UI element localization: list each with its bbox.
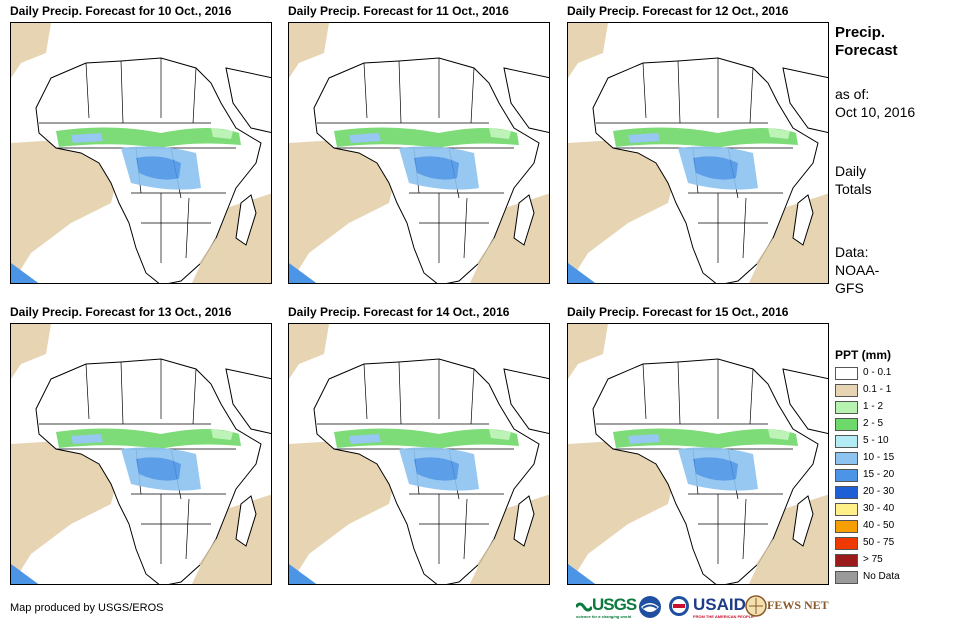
- noaa-logo: [638, 595, 662, 624]
- legend-swatch: [835, 520, 858, 533]
- legend-swatch: [835, 367, 858, 380]
- legend-swatch: [835, 469, 858, 482]
- legend-swatch: [835, 486, 858, 499]
- panel-3-map: [567, 22, 829, 284]
- legend-swatch: [835, 435, 858, 448]
- data-line2: NOAA-: [835, 262, 880, 278]
- totals-line2: Totals: [835, 181, 872, 197]
- data-line1: Data:: [835, 244, 869, 260]
- legend-swatch: [835, 401, 858, 414]
- panel-4-map: [10, 323, 272, 585]
- totals-block: Daily Totals: [835, 162, 872, 198]
- legend-label: 5 - 10: [863, 435, 889, 446]
- fews-globe-icon: [745, 595, 767, 617]
- africa-map-4: [11, 324, 271, 584]
- usgs-wave-icon: [576, 602, 592, 612]
- legend-label: > 75: [863, 554, 883, 565]
- panel-6-map: [567, 323, 829, 585]
- usaid-seal-logo: [668, 595, 690, 622]
- panel-3-title: Daily Precip. Forecast for 12 Oct., 2016: [567, 4, 789, 18]
- panel-5-map: [288, 323, 550, 585]
- usgs-tagline: science for a changing world: [576, 614, 632, 619]
- africa-map-6: [568, 324, 828, 584]
- legend-label: 0 - 0.1: [863, 367, 892, 378]
- data-source-block: Data: NOAA- GFS: [835, 243, 879, 297]
- legend-swatch: [835, 503, 858, 516]
- africa-map-2: [289, 23, 549, 283]
- legend-label: 50 - 75: [863, 537, 895, 548]
- totals-line1: Daily: [835, 163, 867, 179]
- as-of-block: as of: Oct 10, 2016: [835, 85, 915, 121]
- legend-label: 2 - 5: [863, 418, 884, 429]
- panel-2-map: [288, 22, 550, 284]
- panel-5-title: Daily Precip. Forecast for 14 Oct., 2016: [288, 305, 510, 319]
- legend-swatch: [835, 418, 858, 431]
- panel-6-title: Daily Precip. Forecast for 15 Oct., 2016: [567, 305, 789, 319]
- legend-label: 40 - 50: [863, 520, 895, 531]
- legend-label: 15 - 20: [863, 469, 895, 480]
- africa-map-1: [11, 23, 271, 283]
- panel-1-map: [10, 22, 272, 284]
- legend-swatch: [835, 452, 858, 465]
- as-of-date: Oct 10, 2016: [835, 104, 916, 120]
- usaid-seal-icon: [669, 596, 689, 616]
- panel-2-title: Daily Precip. Forecast for 11 Oct., 2016: [288, 4, 509, 18]
- fews-net-text: FEWS NET: [767, 598, 829, 612]
- legend-label: 20 - 30: [863, 486, 895, 497]
- side-heading: Precip. Forecast: [835, 24, 898, 60]
- panel-1-title: Daily Precip. Forecast for 10 Oct., 2016: [10, 4, 232, 18]
- legend-label: 1 - 2: [863, 401, 884, 412]
- legend-swatch: [835, 384, 858, 397]
- side-heading-line1: Precip.: [835, 24, 886, 41]
- legend-swatch: [835, 537, 858, 550]
- africa-map-5: [289, 324, 549, 584]
- legend-swatch: [835, 554, 858, 567]
- side-heading-line2: Forecast: [835, 42, 898, 59]
- usaid-text: USAID: [693, 595, 746, 614]
- panel-4-title: Daily Precip. Forecast for 13 Oct., 2016: [10, 305, 232, 319]
- africa-map-3: [568, 23, 828, 283]
- data-line3: GFS: [835, 280, 864, 296]
- fews-net-logo: FEWS NET: [745, 595, 829, 622]
- legend-label: 30 - 40: [863, 503, 895, 514]
- as-of-label: as of:: [835, 86, 870, 102]
- legend-label: No Data: [863, 571, 900, 582]
- noaa-icon: [639, 596, 661, 618]
- map-credit: Map produced by USGS/EROS: [10, 602, 164, 614]
- legend-label: 0.1 - 1: [863, 384, 892, 395]
- legend-title: PPT (mm): [835, 348, 892, 362]
- usaid-tagline: FROM THE AMERICAN PEOPLE: [693, 614, 754, 619]
- legend-swatch: [835, 571, 858, 584]
- usgs-text: USGS: [592, 595, 637, 614]
- legend-label: 10 - 15: [863, 452, 895, 463]
